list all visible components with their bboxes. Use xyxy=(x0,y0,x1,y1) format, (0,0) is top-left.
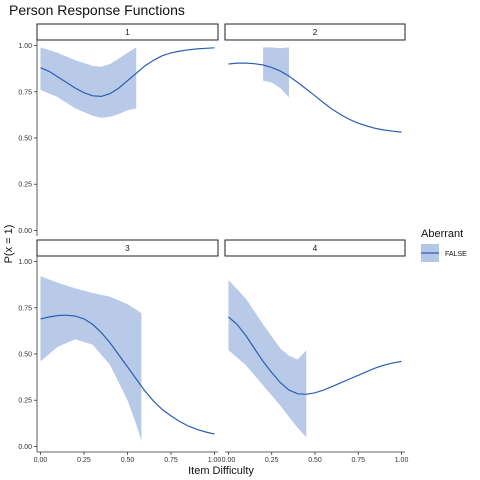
y-tick-label: 0.00 xyxy=(18,444,32,451)
chart-title: Person Response Functions xyxy=(9,2,185,18)
response-line-4 xyxy=(228,316,402,395)
facet-panels: 10.000.250.500.751.00230.000.250.500.751… xyxy=(18,23,409,464)
confidence-ribbon-2 xyxy=(263,47,289,98)
facet-panel-4: 4 0.00 0.25 0.50 0.75 1.00 xyxy=(222,239,409,464)
x-tick-label: 1.00 xyxy=(395,457,409,464)
response-line-3 xyxy=(40,314,215,435)
y-axis-title: P(x = 1) xyxy=(3,225,15,264)
facet-panel-3: 3 0.00 0.25 0.50 0.75 1.00 0.00 0.25 0.50 0.75 1.0… xyxy=(18,239,222,464)
facet-strip-4 xyxy=(224,239,406,257)
y-tick-label: 0.75 xyxy=(18,89,32,96)
legend: Aberrant FALSE xyxy=(421,228,467,262)
x-tick-label: 0.25 xyxy=(77,457,91,464)
x-tick-label: 0.50 xyxy=(308,457,322,464)
y-tick-label: 0.50 xyxy=(18,136,32,143)
x-axis-title: Item Difficulty xyxy=(188,465,254,477)
confidence-ribbon-1 xyxy=(40,47,137,118)
y-tick-label: 0.75 xyxy=(18,305,32,312)
facet-strip-label-1: 1 xyxy=(125,28,130,37)
legend-label-false: FALSE xyxy=(445,251,467,258)
facet-panel-2: 2 xyxy=(224,23,406,133)
y-tick-label: 0.50 xyxy=(18,352,32,359)
response-line-2 xyxy=(228,62,402,133)
legend-title: Aberrant xyxy=(421,228,463,240)
y-tick-label: 1.00 xyxy=(18,259,32,266)
y-tick-label: 0.25 xyxy=(18,182,32,189)
facet-panel-1: 1 0.00 0.25 0.50 0.75 1.00 xyxy=(18,23,219,236)
facet-strip-label-4: 4 xyxy=(313,244,318,253)
response-line-1 xyxy=(40,47,215,98)
x-tick-label: 0.50 xyxy=(121,457,135,464)
x-tick-label: 0.00 xyxy=(34,457,48,464)
facet-strip-2 xyxy=(224,23,406,41)
facet-strip-label-2: 2 xyxy=(313,28,318,37)
facet-strip-1 xyxy=(36,23,219,41)
facet-strip-3 xyxy=(36,239,219,257)
y-tick-label: 0.00 xyxy=(18,228,32,235)
confidence-ribbon-4 xyxy=(228,280,307,438)
x-tick-label: 0.75 xyxy=(164,457,178,464)
x-tick-label: 0.25 xyxy=(265,457,279,464)
x-tick-label: 0.75 xyxy=(351,457,365,464)
x-tick-label: 0.00 xyxy=(222,457,236,464)
confidence-ribbon-3 xyxy=(40,276,142,441)
y-tick-label: 1.00 xyxy=(18,43,32,50)
x-tick-label: 1.00 xyxy=(208,457,222,464)
y-tick-label: 0.25 xyxy=(18,398,32,405)
facet-strip-label-3: 3 xyxy=(125,244,130,253)
